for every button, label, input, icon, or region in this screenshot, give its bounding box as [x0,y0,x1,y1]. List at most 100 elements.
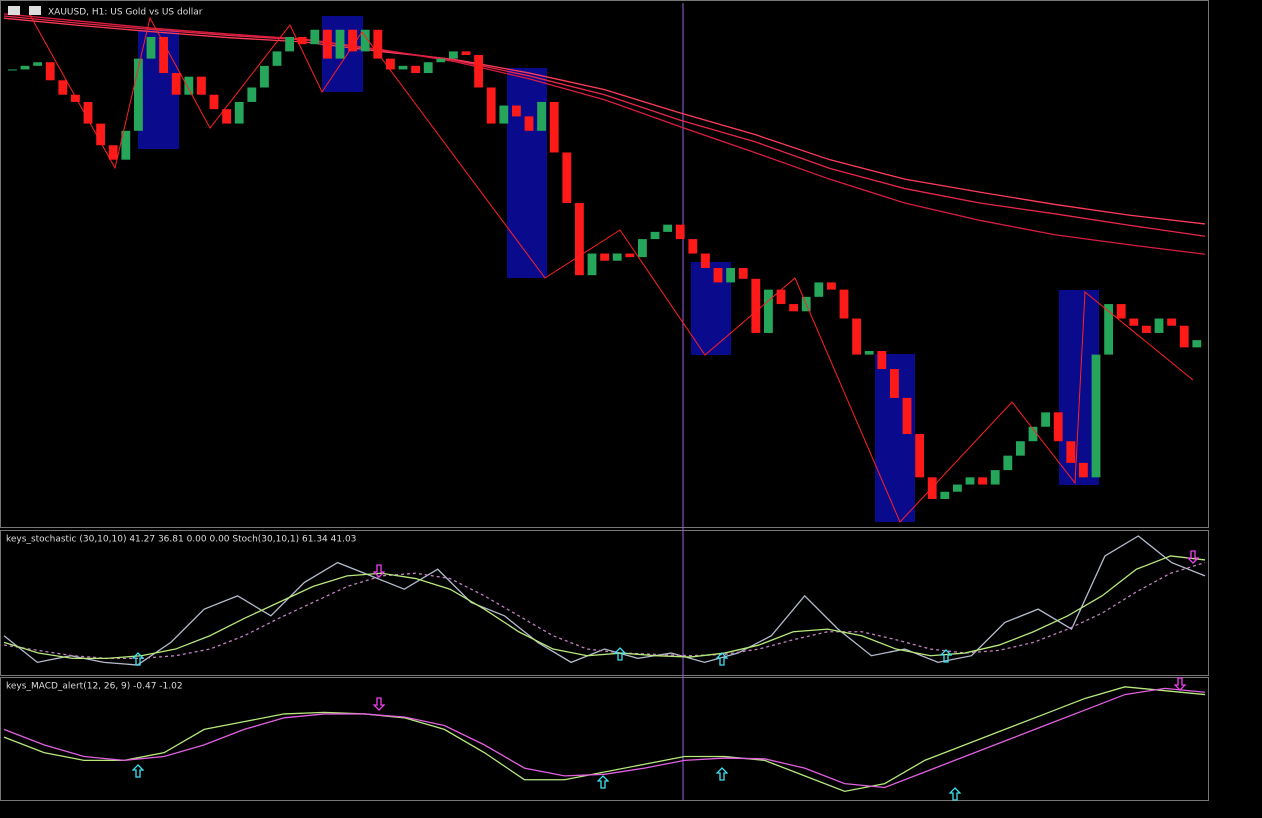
candle [751,278,761,333]
candle [499,105,509,124]
candle [738,267,748,279]
candle [83,101,93,124]
candle [310,29,320,45]
candle [297,36,307,45]
candle [675,224,685,240]
macd-panel [0,677,1209,801]
candle [184,76,194,95]
candle [512,105,521,117]
candle [549,101,559,153]
candle [449,51,458,59]
candle [171,73,181,95]
candle [764,289,773,333]
candle [524,116,534,131]
candle [71,94,80,102]
candle [650,231,660,240]
macd-line [3,687,1206,789]
candle [1142,325,1151,333]
candle [108,145,118,160]
candle [323,29,332,59]
chart-icon [29,6,41,15]
candle [1053,412,1063,442]
candle [1167,318,1177,326]
candle [474,55,484,88]
candle [1091,354,1101,478]
stochastic-line [3,555,1206,660]
candle [1179,325,1189,348]
candle [1028,426,1038,442]
candle [638,239,647,258]
candle [537,101,547,131]
candle [1079,462,1088,478]
candle [890,369,899,398]
stochastic-line [3,535,1206,666]
moving-average [3,17,1206,225]
candle [247,87,257,102]
candle [8,69,17,71]
candle [58,80,68,95]
candle [663,224,673,232]
candle [713,267,723,283]
candle [1116,304,1126,319]
candle [575,202,584,276]
candle [701,253,710,268]
candle [272,51,282,66]
candle [1041,412,1051,427]
candle [33,62,43,66]
zigzag [29,14,1194,523]
candle [1129,318,1139,326]
main-panel [0,0,1209,528]
moving-average [3,15,1206,237]
candle [978,477,988,485]
candle [260,65,269,88]
candle [373,29,383,59]
candle [827,282,836,290]
candle [461,51,471,56]
stochastic-title: keys_stochastic (30,10,10) 41.27 36.81 0… [6,535,356,545]
moving-average [3,13,1206,255]
candle [1192,340,1202,348]
stochastic-panel [0,530,1209,676]
candle [587,253,597,276]
candle [839,289,849,319]
macd-line [3,686,1206,793]
candle [146,36,156,59]
candle [234,101,244,124]
candle [625,253,635,258]
candle [953,484,962,492]
candle [486,87,496,124]
candle [562,152,572,203]
candle [360,29,370,52]
candle [398,65,408,70]
candle [386,58,395,70]
candle [197,76,206,95]
candle [134,58,143,131]
candle [789,304,799,312]
candle [902,397,912,435]
candle [852,318,862,355]
candle [940,491,950,499]
candle [814,282,824,297]
candle [915,434,925,478]
candle [726,267,736,283]
chart-title: XAUUSD, H1: US Gold vs US dollar [48,8,203,18]
candle [348,29,358,52]
candle [1104,304,1114,355]
candle [20,65,30,70]
chart-icon [8,6,20,15]
candle [965,477,975,485]
candle [776,289,786,305]
candle [121,130,131,160]
candle [159,36,169,74]
candle [96,123,106,146]
candle [1003,455,1013,471]
candle [600,253,610,261]
candle [423,62,433,74]
candle [411,65,421,74]
candle [1154,318,1164,333]
candle [877,350,887,370]
candle [864,350,874,355]
candle [990,470,1000,485]
